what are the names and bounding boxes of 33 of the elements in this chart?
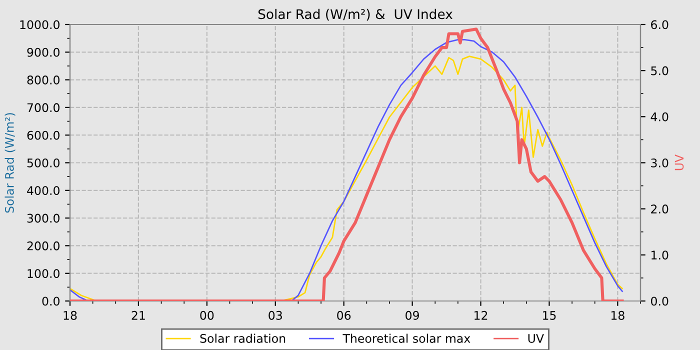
legend-label: Solar radiation [200,334,286,343]
y-tick-label: 600.0 [27,130,60,140]
legend-label: UV [528,334,544,343]
y-tick-label: 700.0 [27,103,60,112]
y2-tick-label: 6.0 [651,20,668,30]
y2-tick-label: 2.0 [651,204,668,214]
x-tick-label: 15 [543,311,556,320]
x-tick-label: 18 [64,310,77,320]
y2-tick-label: 5.0 [651,66,668,76]
y-tick-label: 100.0 [28,269,60,278]
y-tick-label: 400.0 [27,186,60,196]
x-tick-label: 18 [611,310,624,320]
y-tick-label: 1000.0 [20,20,60,30]
x-tick-label: 03 [268,310,282,320]
y-tick-label: 200.0 [27,241,60,250]
y2-axis-title: UV [674,154,684,170]
x-tick-label: 06 [337,310,351,320]
y-tick-label: 0.0 [42,296,60,306]
y-tick-label: 500.0 [27,158,60,168]
legend-label: Theoretical solar max [342,334,470,343]
x-tick-label: 12 [474,310,488,320]
y2-tick-label: 4.0 [650,112,668,122]
y-axis-title: Solar Rad (W/m²) [4,113,16,213]
x-tick-label: 21 [132,310,145,320]
y2-tick-label: 3.0 [651,158,668,168]
y2-tick-label: 0.0 [651,296,668,306]
x-tick-label: 09 [406,310,419,320]
y-tick-label: 900.0 [27,48,60,57]
y-tick-label: 800.0 [27,76,60,84]
x-tick-label: 00 [200,310,214,320]
y2-tick-label: 1.0 [652,250,668,260]
chart-title: Solar Rad (W/m²) & UV Index [258,8,452,21]
y-tick-label: 300.0 [27,214,60,223]
